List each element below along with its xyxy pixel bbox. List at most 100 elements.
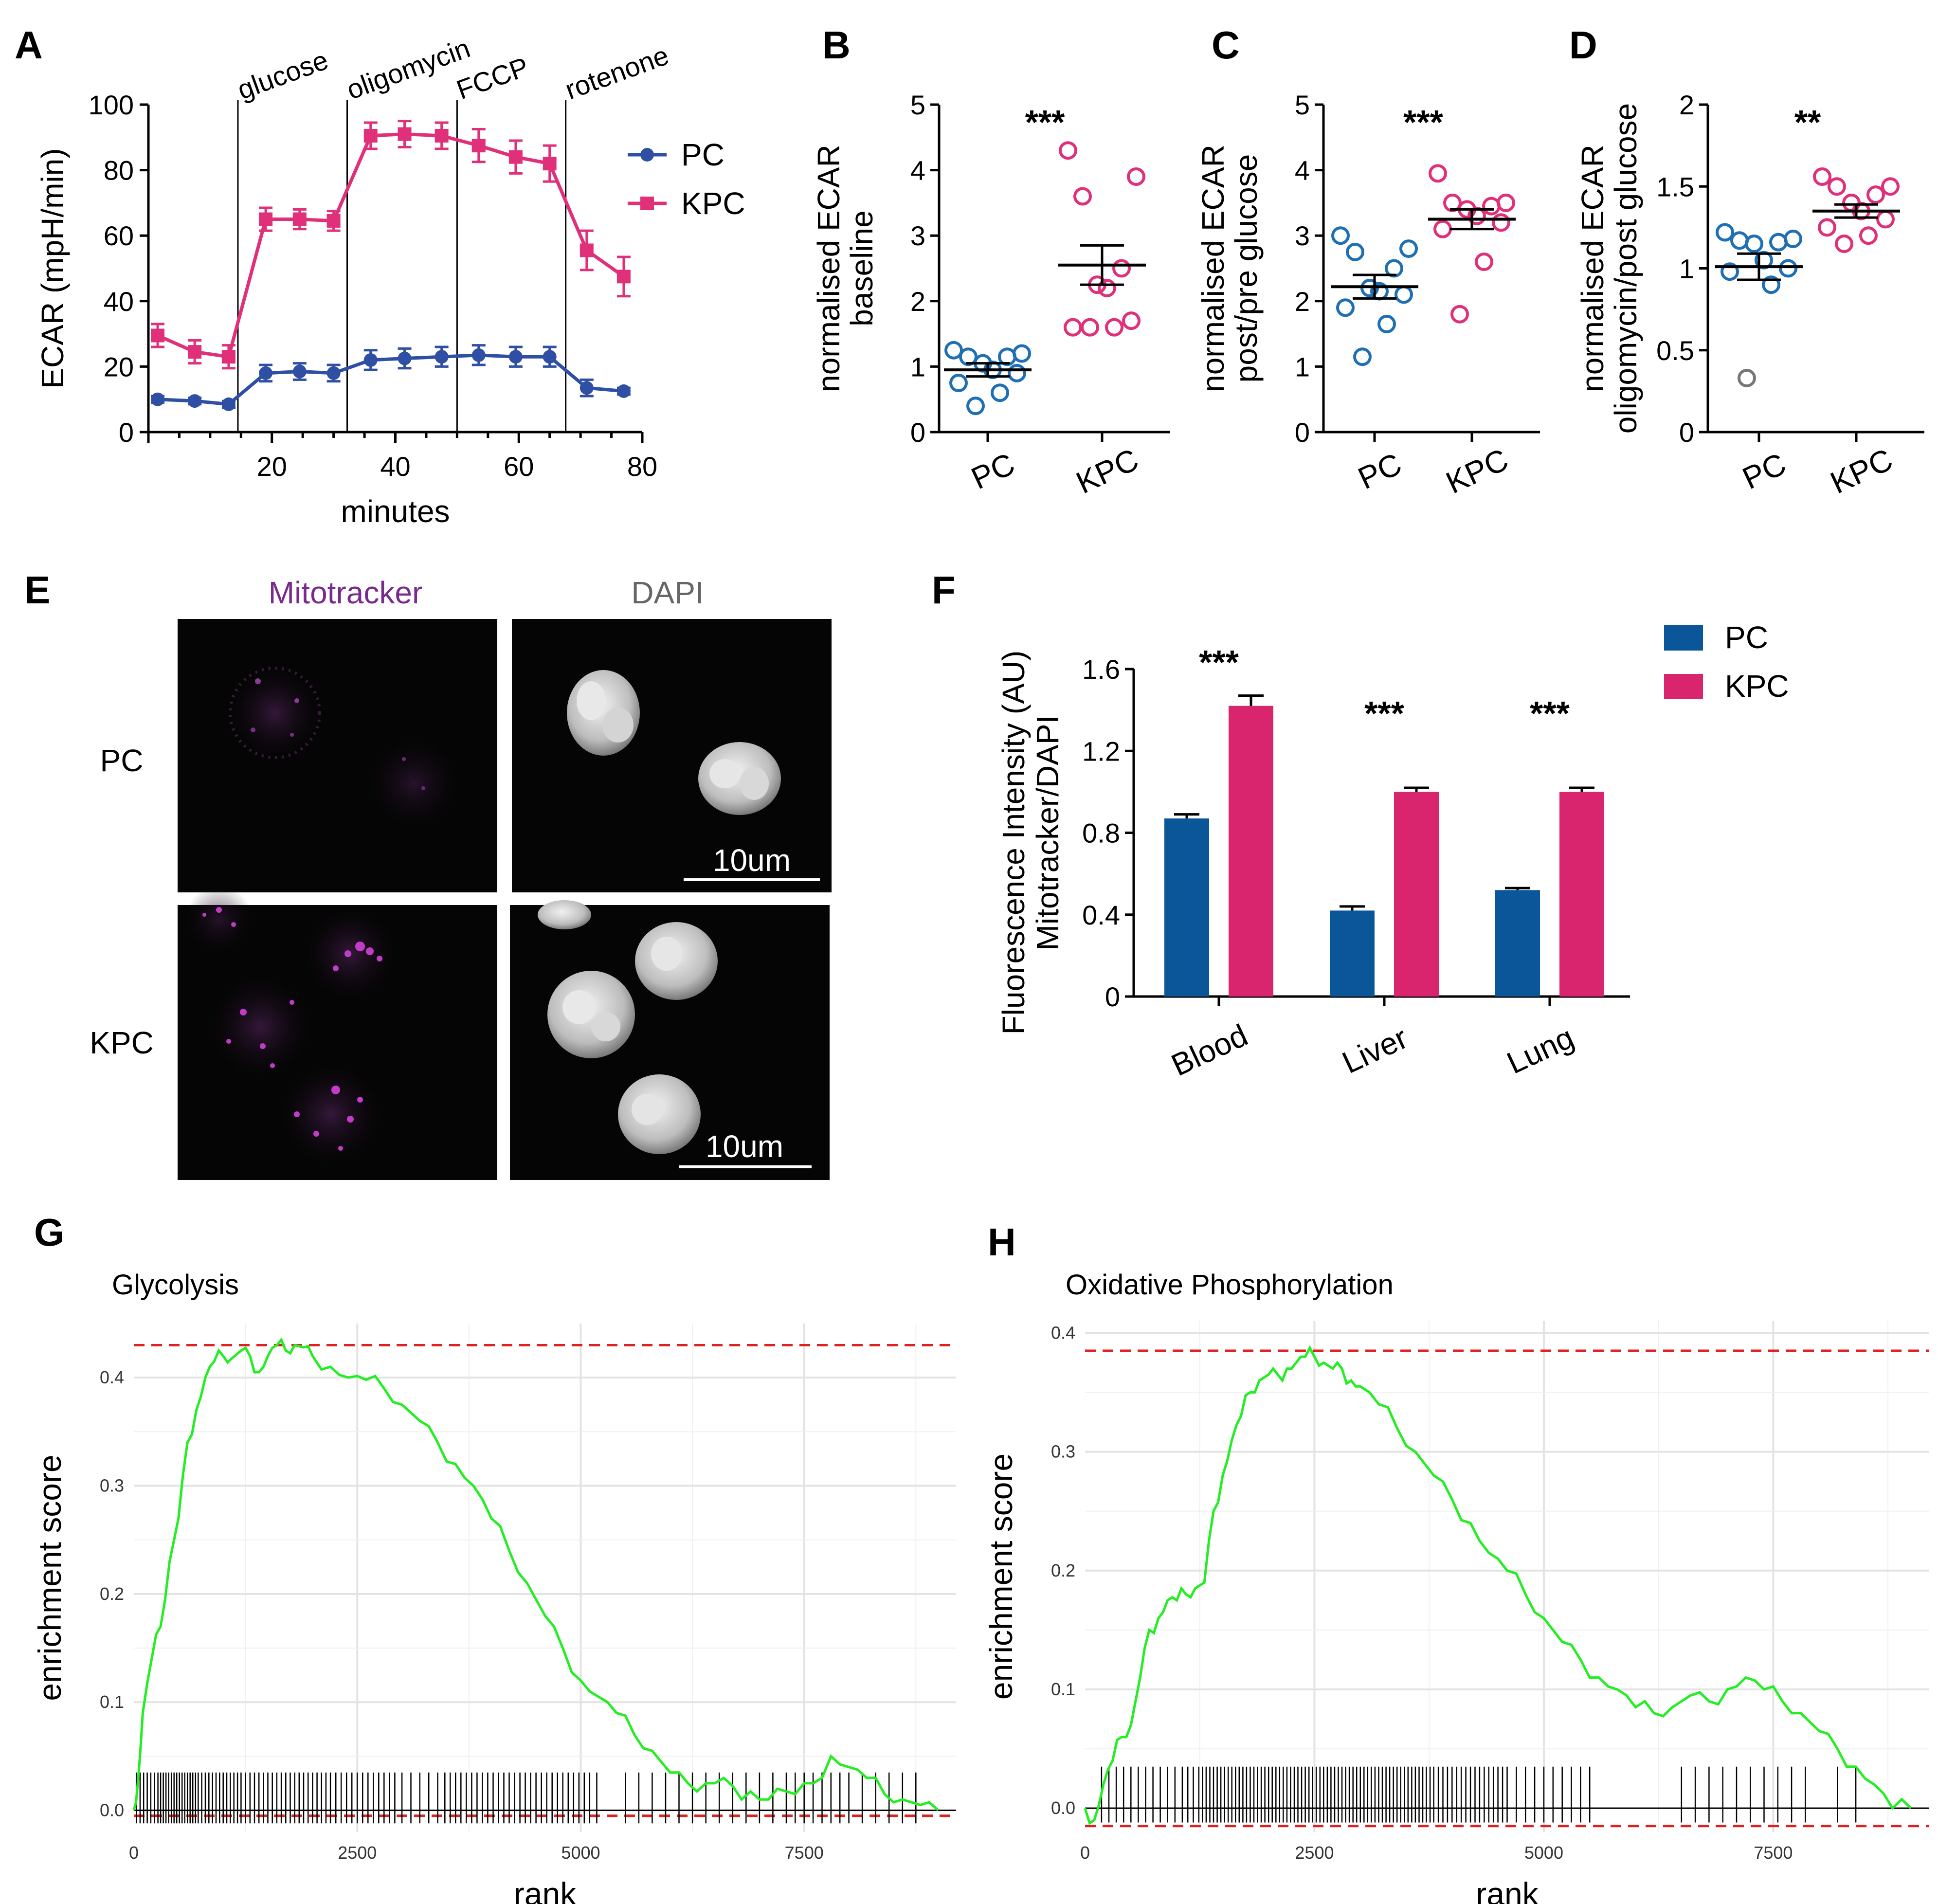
a-kpc-point bbox=[326, 214, 341, 228]
f-y-tick-label: 0 bbox=[1105, 981, 1120, 1012]
b-x-tick-label-pc: PC bbox=[966, 446, 1020, 496]
a-pc-point bbox=[616, 384, 631, 398]
f-significance-blood: *** bbox=[1199, 643, 1239, 681]
h-x-tick-label: 7500 bbox=[1754, 1843, 1793, 1863]
a-x-tick-label: 80 bbox=[627, 451, 657, 482]
row-label-kpc: KPC bbox=[90, 1025, 154, 1060]
g-x-axis-title: rank bbox=[514, 1876, 577, 1904]
c-y-tick-label: 4 bbox=[1295, 155, 1310, 186]
c-kpc-point bbox=[1433, 219, 1452, 238]
b-pc-point bbox=[1008, 363, 1026, 382]
f-significance-liver: *** bbox=[1364, 694, 1404, 732]
b-pc-point bbox=[966, 397, 985, 416]
b-y-tick-label: 1 bbox=[910, 351, 925, 382]
a-kpc-point bbox=[435, 128, 449, 143]
f-bar-kpc-blood bbox=[1229, 706, 1273, 997]
a-pc-point bbox=[188, 394, 202, 408]
a-injection-label: glucose bbox=[234, 44, 332, 105]
c-kpc-point bbox=[1492, 213, 1510, 232]
c-y-axis-title-line2: post/pre glucose bbox=[1229, 154, 1264, 383]
g-y-tick-label: 0.3 bbox=[100, 1476, 124, 1496]
g-y-tick-label: 0.4 bbox=[100, 1367, 124, 1387]
d-kpc-sem bbox=[1834, 203, 1878, 219]
f-legend-kpc-swatch bbox=[1664, 674, 1703, 699]
a-pc-point bbox=[221, 397, 235, 411]
a-kpc-point bbox=[616, 270, 631, 284]
chart-g-gsea-glycolysis: 0.0 0.1 0.2 0.3 0.4 0 2500 5000 7500 rank enrichme… bbox=[32, 1269, 956, 1904]
f-errorbar-pc-liver bbox=[1340, 905, 1365, 911]
chart-h-gsea-oxphos: 0.0 0.1 0.2 0.3 0.4 0 2500 5000 7500 rank enrichme… bbox=[983, 1269, 1929, 1904]
c-kpc-point bbox=[1497, 193, 1515, 212]
b-pc-point bbox=[959, 347, 978, 366]
b-y-tick-label: 2 bbox=[910, 286, 925, 317]
c-pc-sem bbox=[1353, 273, 1396, 300]
c-x-tick-label-kpc: KPC bbox=[1441, 442, 1514, 501]
a-pc-point bbox=[508, 350, 523, 364]
column-label-mitotracker: Mitotracker bbox=[269, 575, 423, 610]
f-y-tick-label: 0.8 bbox=[1082, 818, 1120, 849]
b-kpc-point bbox=[1073, 187, 1092, 206]
a-kpc-point bbox=[543, 157, 557, 171]
d-pc-point bbox=[1738, 368, 1756, 387]
f-bar-kpc-liver bbox=[1394, 792, 1439, 997]
a-y-tick-label: 100 bbox=[89, 90, 134, 120]
g-x-tick-label: 0 bbox=[129, 1843, 139, 1863]
h-gene-hits bbox=[1101, 1766, 1857, 1823]
h-x-tick-label: 2500 bbox=[1295, 1843, 1334, 1863]
g-y-axis-title: enrichment score bbox=[32, 1454, 68, 1701]
panel-label-e: E bbox=[24, 568, 50, 612]
scale-bar-label-kpc: 10um bbox=[706, 1129, 783, 1164]
g-x-tick-label: 2500 bbox=[338, 1843, 377, 1863]
b-pc-point bbox=[991, 383, 1009, 402]
a-kpc-point bbox=[292, 212, 307, 226]
c-y-axis-title-line1: normalised ECAR bbox=[1195, 145, 1231, 392]
image-kpc-mitotracker bbox=[178, 886, 497, 1180]
h-y-axis-title: enrichment score bbox=[983, 1453, 1019, 1700]
d-y-tick-label: 1 bbox=[1679, 254, 1694, 284]
f-errorbar-pc-blood bbox=[1174, 813, 1199, 819]
a-y-tick-label: 0 bbox=[119, 417, 134, 448]
image-pc-mitotracker bbox=[178, 619, 497, 892]
b-significance: *** bbox=[1025, 103, 1065, 141]
panel-label-d: D bbox=[1569, 23, 1597, 67]
panel-label-f: F bbox=[932, 568, 956, 612]
d-y-tick-label: 2 bbox=[1679, 90, 1694, 120]
f-x-tick-label-liver: Liver bbox=[1337, 1020, 1413, 1080]
c-kpc-sem bbox=[1450, 208, 1494, 231]
g-title: Glycolysis bbox=[112, 1269, 239, 1301]
a-y-axis-title: ECAR (mpH/min) bbox=[35, 148, 70, 388]
g-y-tick-label: 0.2 bbox=[100, 1584, 124, 1604]
h-x-axis-title: rank bbox=[1476, 1876, 1539, 1904]
scale-bar-label-pc: 10um bbox=[713, 843, 791, 878]
c-significance: *** bbox=[1403, 103, 1443, 141]
d-kpc-point bbox=[1835, 235, 1853, 254]
f-y-tick-label: 0.4 bbox=[1082, 900, 1120, 930]
a-y-tick-label: 80 bbox=[104, 155, 134, 186]
column-label-dapi: DAPI bbox=[631, 575, 704, 610]
f-errorbar-kpc-lung bbox=[1569, 786, 1594, 792]
g-y-tick-label: 0.1 bbox=[100, 1692, 124, 1712]
d-pc-point bbox=[1762, 275, 1780, 294]
b-y-tick-label: 4 bbox=[910, 155, 925, 186]
c-kpc-point bbox=[1475, 253, 1493, 272]
f-errorbar-kpc-liver bbox=[1404, 786, 1429, 792]
h-y-tick-label: 0.0 bbox=[1051, 1798, 1075, 1818]
h-y-tick-label: 0.2 bbox=[1051, 1560, 1075, 1580]
h-x-tick-label: 0 bbox=[1080, 1843, 1090, 1863]
f-significance-lung: *** bbox=[1530, 694, 1570, 732]
c-y-tick-label: 0 bbox=[1295, 417, 1310, 448]
a-kpc-point bbox=[221, 350, 235, 364]
f-x-tick-label-lung: Lung bbox=[1502, 1019, 1579, 1080]
c-pc-point bbox=[1336, 298, 1355, 317]
d-pc-point bbox=[1779, 259, 1797, 278]
b-pc-point bbox=[998, 347, 1016, 366]
f-y-tick-label: 1.6 bbox=[1082, 654, 1120, 685]
d-pc-point bbox=[1716, 223, 1734, 242]
panel-label-c: C bbox=[1212, 23, 1240, 67]
chart-f-fluorescence-bars: 0 0.4 0.8 1.2 1.6 Blood *** Liver *** Lung *** Fluo… bbox=[996, 620, 1789, 1083]
d-y-axis-title-line1: normalised ECAR bbox=[1575, 145, 1610, 392]
a-x-tick-label: 60 bbox=[504, 451, 534, 482]
f-legend-pc-label: PC bbox=[1725, 620, 1768, 655]
panel-label-a: A bbox=[15, 23, 43, 67]
